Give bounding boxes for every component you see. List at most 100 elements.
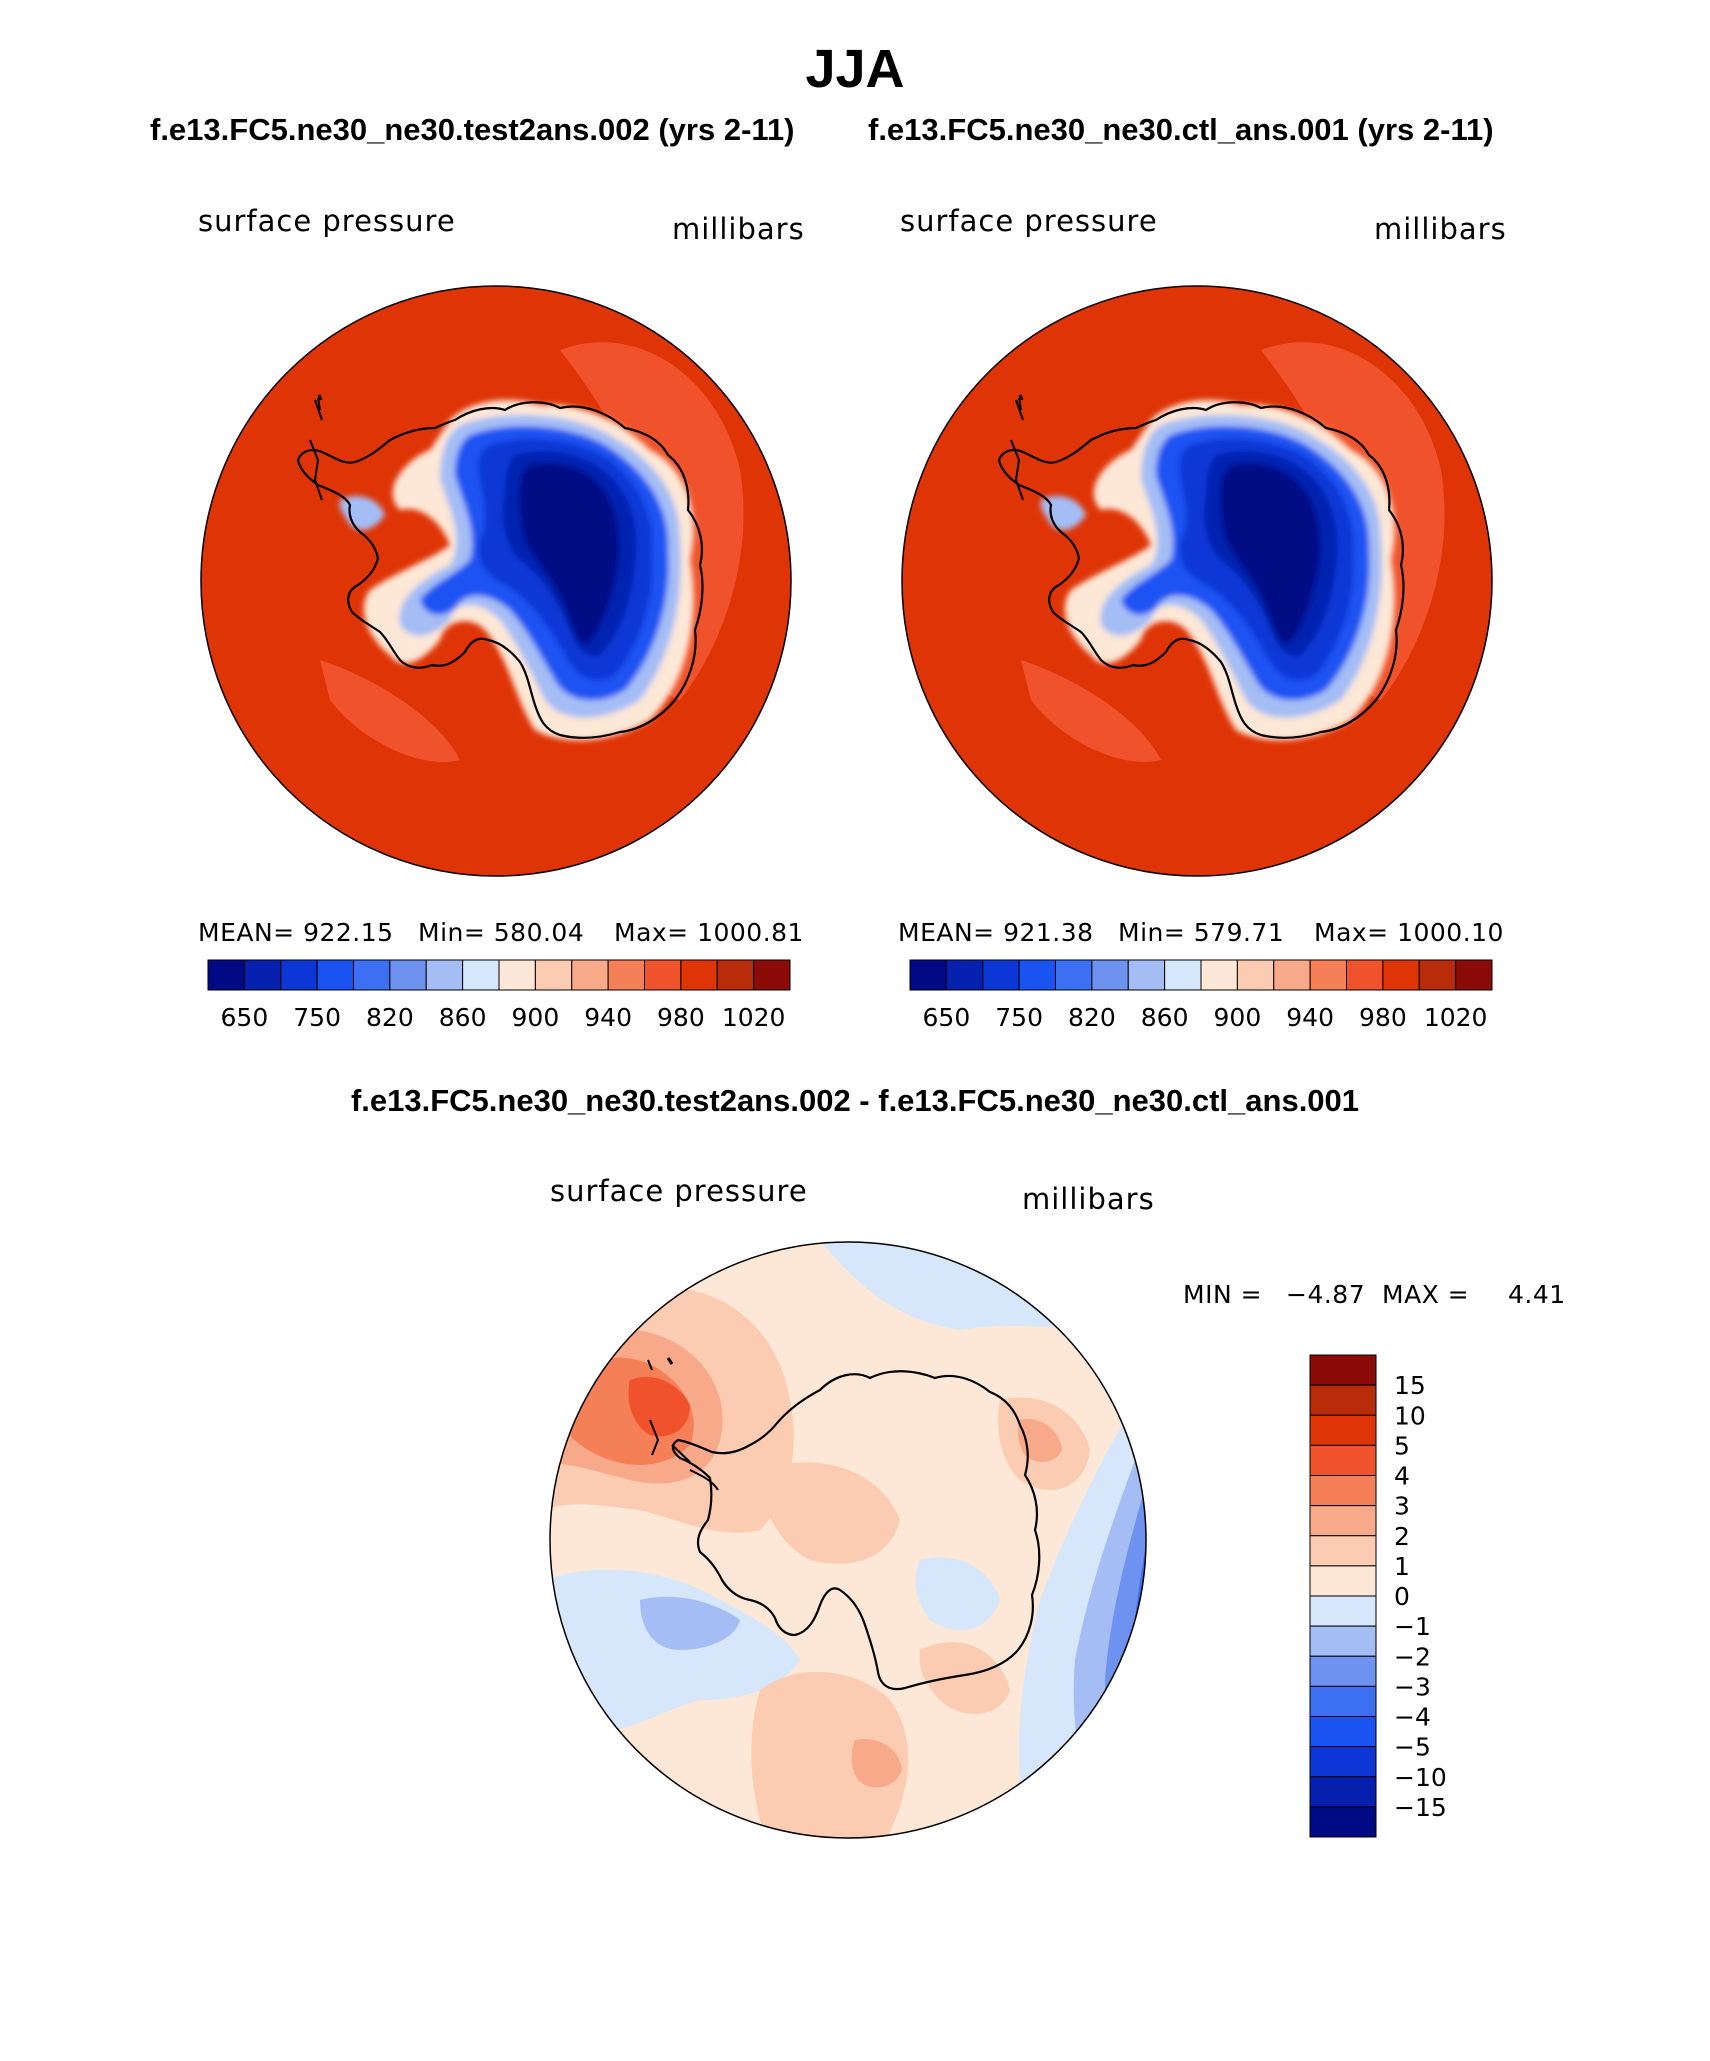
panel1-map-border [200,285,792,877]
panel2-colorbar: 650 750 820 860 900 940 980 1020 [909,959,1493,1032]
diff-colorbar-swatch [1309,1685,1377,1717]
panel2-colorbar-tick-label: 940 [1286,1003,1334,1032]
case-title-right: f.e13.FC5.ne30_ne30.ctl_ans.001 (yrs 2-1… [868,112,1494,147]
diff-map [550,1242,1146,1838]
diff-colorbar-tick-label: 2 [1394,1522,1410,1551]
panel2-colorbar-swatch [1455,959,1493,991]
panel2-colorbar-tick-label: 900 [1214,1003,1262,1032]
panel1-mean-stat: MEAN= 922.15 [198,918,394,947]
diff-colorbar-swatch [1309,1776,1377,1808]
panel2-colorbar-swatch [1236,959,1275,991]
panel2-colorbar-tick-label: 750 [995,1003,1043,1032]
diff-min-value: −4.87 [1286,1280,1366,1309]
diff-colorbar-tick-label: 4 [1394,1462,1410,1491]
panel1-map [201,286,791,876]
panel1-colorbar-swatch [316,959,354,991]
panel2-units-label: millibars [1374,212,1507,246]
diff-colorbar-tick-label: −1 [1394,1612,1431,1641]
diff-max-label: MAX = [1382,1280,1470,1309]
diff-colorbar-swatch [1309,1535,1377,1567]
panel2-min-stat: Min= 579.71 [1118,918,1285,947]
diff-units-label: millibars [1022,1182,1155,1216]
panel1-colorbar-tick-label: 860 [439,1003,487,1032]
diff-min-label: MIN = [1183,1280,1263,1309]
diff-colorbar-tick-label: −3 [1394,1672,1431,1701]
panel1-colorbar-tick-label: 750 [293,1003,341,1032]
panel1-colorbar-swatch [353,959,391,991]
diff-colorbar-tick-label: −10 [1394,1763,1447,1792]
panel2-colorbar-swatch [1164,959,1202,991]
panel2-colorbar-swatch [945,959,984,991]
diff-map-border [549,1241,1147,1839]
panel1-colorbar-swatch [753,959,791,991]
panel1-colorbar-tick-label: 820 [366,1003,414,1032]
panel1-colorbar-swatch [243,959,282,991]
panel2-variable-label: surface pressure [900,204,1158,238]
diff-colorbar-tick-label: 1 [1394,1552,1410,1581]
panel2-colorbar-swatch [1273,959,1311,991]
panel2-colorbar-tick-label: 1020 [1424,1003,1488,1032]
difference-title: f.e13.FC5.ne30_ne30.test2ans.002 - f.e13… [350,1083,1360,1118]
diff-colorbar-tick-label: 0 [1394,1582,1410,1611]
diff-colorbar-swatch [1309,1384,1377,1416]
panel2-colorbar-swatch [1382,959,1420,991]
panel1-colorbar-swatch [498,959,536,991]
panel2-colorbar-tick-label: 860 [1141,1003,1189,1032]
diff-colorbar-swatch [1309,1625,1377,1657]
diff-colorbar-tick-label: 3 [1394,1492,1410,1521]
panel2-map [902,286,1492,876]
panel1-colorbar-tick-label: 900 [512,1003,560,1032]
panel2-colorbar-tick-label: 820 [1068,1003,1116,1032]
panel1-colorbar-swatch [607,959,645,991]
panel1-colorbar-tick-label: 980 [657,1003,705,1032]
diff-colorbar-swatch [1309,1806,1377,1838]
panel2-mean-stat: MEAN= 921.38 [898,918,1094,947]
panel2-colorbar-swatch [1418,959,1457,991]
diff-colorbar-tick-label: 15 [1394,1371,1426,1400]
season-title: JJA [805,39,905,99]
panel1-colorbar-swatch [644,959,682,991]
panel2-colorbar-swatch [1346,959,1384,991]
diff-colorbar-tick-label: −15 [1394,1793,1447,1822]
diff-colorbar-swatch [1309,1655,1377,1687]
diff-colorbar-tick-label: 5 [1394,1431,1410,1460]
panel1-colorbar-swatch [389,959,427,991]
diff-colorbar-tick-label: −2 [1394,1642,1431,1671]
panel2-colorbar-swatch [1055,959,1093,991]
panel1-colorbar-swatch [462,959,500,991]
panel1-colorbar-swatch [207,959,245,991]
panel1-colorbar-tick-label: 940 [584,1003,632,1032]
diff-colorbar-tick-label: −5 [1394,1733,1431,1762]
diff-colorbar-tick-label: −4 [1394,1703,1431,1732]
case-title-left: f.e13.FC5.ne30_ne30.test2ans.002 (yrs 2-… [150,112,795,147]
diff-variable-label: surface pressure [550,1174,808,1208]
panel1-colorbar-swatch [716,959,755,991]
panel2-colorbar-tick-label: 650 [923,1003,971,1032]
diff-colorbar-swatch [1309,1505,1377,1537]
panel2-colorbar-swatch [1127,959,1166,991]
diff-colorbar-swatch [1309,1475,1377,1507]
panel1-units-label: millibars [672,212,805,246]
panel2-map-border [901,285,1493,877]
diff-colorbar-swatch [1309,1716,1377,1748]
panel1-max-stat: Max= 1000.81 [614,918,804,947]
panel2-colorbar-swatch [1018,959,1056,991]
panel2-max-stat: Max= 1000.10 [1314,918,1504,947]
diff-max-value: 4.41 [1508,1280,1566,1309]
panel2-colorbar-tick-label: 980 [1359,1003,1407,1032]
panel2-colorbar-swatch [1309,959,1347,991]
diff-colorbar-tick-label: 10 [1394,1401,1426,1430]
panel2-colorbar-swatch [1200,959,1238,991]
diff-colorbar-swatch [1309,1354,1377,1386]
panel1-colorbar-tick-label: 1020 [722,1003,786,1032]
diff-colorbar-swatch [1309,1595,1377,1627]
panel1-colorbar-swatch [534,959,573,991]
diff-colorbar-swatch [1309,1746,1377,1778]
diff-colorbar-swatch [1309,1444,1377,1476]
panel1-min-stat: Min= 580.04 [418,918,585,947]
panel1-colorbar-swatch [680,959,718,991]
panel1-colorbar-tick-label: 650 [221,1003,269,1032]
diff-colorbar-swatch [1309,1565,1377,1597]
